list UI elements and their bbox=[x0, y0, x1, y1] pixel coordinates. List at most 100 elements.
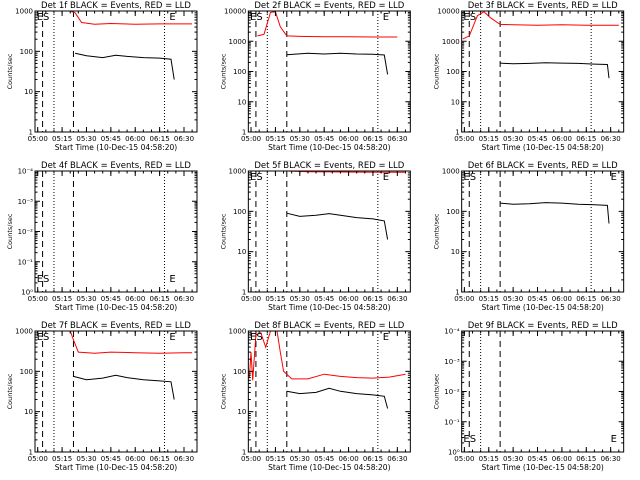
x-tick-label: 06:15 bbox=[576, 455, 596, 463]
x-tick-label: 06:00 bbox=[125, 135, 145, 143]
y-axis-label: Counts/sec bbox=[219, 213, 227, 249]
panel-title: Det 6f BLACK = Events, RED = LLD bbox=[468, 161, 618, 171]
y-axis-label: Counts/sec bbox=[219, 373, 227, 409]
x-tick-label: 05:00 bbox=[454, 455, 474, 463]
x-tick-label: 06:30 bbox=[174, 295, 194, 303]
marker-es: ES bbox=[37, 12, 50, 23]
y-tick-label: 10⁻² bbox=[444, 388, 460, 396]
x-tick-label: 05:15 bbox=[479, 455, 499, 463]
x-axis-label: Start Time (10-Dec-15 04:58:20) bbox=[55, 143, 177, 152]
series-line-black bbox=[286, 52, 389, 75]
series-line-red bbox=[69, 331, 193, 354]
y-tick-label: 1 bbox=[242, 289, 246, 297]
marker-e: E bbox=[383, 12, 389, 23]
y-tick-label: 10 bbox=[451, 248, 460, 256]
y-axis-label: Counts/sec bbox=[6, 373, 14, 409]
x-tick-label: 05:00 bbox=[241, 295, 261, 303]
y-tick-label: 100 bbox=[446, 68, 459, 76]
x-tick-label: 05:00 bbox=[454, 135, 474, 143]
x-tick-label: 06:15 bbox=[363, 295, 383, 303]
y-tick-label: 10 bbox=[24, 408, 33, 416]
y-tick-label: 1000 bbox=[15, 328, 33, 336]
marker-es: ES bbox=[250, 12, 263, 23]
y-tick-label: 10⁰ bbox=[448, 449, 460, 457]
plot-frame bbox=[247, 170, 411, 293]
x-tick-label: 05:30 bbox=[76, 135, 96, 143]
x-axis-label: Start Time (10-Dec-15 04:58:20) bbox=[268, 463, 390, 472]
x-tick-label: 05:45 bbox=[527, 295, 547, 303]
x-tick-label: 06:00 bbox=[338, 135, 358, 143]
y-tick-label: 10 bbox=[237, 98, 246, 106]
x-tick-label: 05:45 bbox=[527, 135, 547, 143]
x-tick-label: 05:45 bbox=[314, 455, 334, 463]
x-tick-label: 06:30 bbox=[174, 135, 194, 143]
x-tick-label: 06:15 bbox=[150, 295, 170, 303]
x-tick-label: 05:15 bbox=[265, 135, 285, 143]
x-tick-label: 06:00 bbox=[552, 295, 572, 303]
x-tick-label: 05:30 bbox=[290, 455, 310, 463]
y-axis-label: Counts/sec bbox=[433, 213, 441, 249]
series-line-red bbox=[248, 331, 406, 381]
x-tick-label: 06:00 bbox=[552, 135, 572, 143]
x-tick-label: 06:15 bbox=[576, 135, 596, 143]
panel-title: Det 5f BLACK = Events, RED = LLD bbox=[254, 161, 404, 171]
x-tick-label: 06:15 bbox=[576, 295, 596, 303]
x-tick-label: 05:00 bbox=[28, 295, 48, 303]
marker-es: ES bbox=[250, 172, 263, 183]
x-tick-label: 06:30 bbox=[601, 295, 621, 303]
y-tick-label: 10⁻³ bbox=[18, 198, 34, 206]
x-axis-label: Start Time (10-Dec-15 04:58:20) bbox=[55, 463, 177, 472]
y-tick-label: 10 bbox=[237, 248, 246, 256]
x-tick-label: 05:45 bbox=[314, 295, 334, 303]
x-tick-label: 05:15 bbox=[52, 455, 72, 463]
x-tick-label: 05:15 bbox=[265, 295, 285, 303]
x-tick-label: 05:00 bbox=[28, 135, 48, 143]
series-line-black bbox=[74, 52, 175, 80]
panel-title: Det 7f BLACK = Events, RED = LLD bbox=[41, 321, 191, 331]
plot-frame bbox=[461, 330, 625, 453]
y-tick-label: 100 bbox=[20, 48, 33, 56]
x-tick-label: 06:00 bbox=[125, 295, 145, 303]
x-axis-label: Start Time (10-Dec-15 04:58:20) bbox=[268, 303, 390, 312]
y-tick-label: 10⁰ bbox=[21, 289, 33, 297]
x-tick-label: 06:30 bbox=[601, 455, 621, 463]
x-tick-label: 06:15 bbox=[363, 135, 383, 143]
x-tick-label: 06:15 bbox=[150, 135, 170, 143]
x-tick-label: 05:15 bbox=[265, 455, 285, 463]
x-tick-label: 05:15 bbox=[479, 295, 499, 303]
y-tick-label: 10⁻¹ bbox=[444, 418, 460, 426]
x-tick-label: 06:00 bbox=[552, 455, 572, 463]
y-tick-label: 1 bbox=[455, 289, 459, 297]
x-axis-label: Start Time (10-Dec-15 04:58:20) bbox=[55, 303, 177, 312]
plot-frame bbox=[34, 10, 198, 133]
y-axis-label: Counts/sec bbox=[219, 53, 227, 89]
y-tick-label: 10⁻² bbox=[18, 228, 34, 236]
y-tick-label: 1 bbox=[29, 129, 33, 137]
x-tick-label: 06:30 bbox=[387, 135, 407, 143]
x-tick-label: 06:15 bbox=[363, 455, 383, 463]
panel-det-4: Det 4f BLACK = Events, RED = LLD ES E 10⁰ 10… bbox=[6, 161, 198, 312]
marker-es: ES bbox=[37, 274, 50, 285]
y-tick-label: 1000 bbox=[442, 168, 460, 176]
plot-frame bbox=[247, 330, 411, 453]
y-tick-label: 1000 bbox=[229, 168, 247, 176]
y-tick-label: 10⁻³ bbox=[444, 358, 460, 366]
y-tick-label: 100 bbox=[233, 368, 246, 376]
plot-frame bbox=[461, 10, 625, 133]
x-axis-label: Start Time (10-Dec-15 04:58:20) bbox=[481, 303, 603, 312]
series-line-red bbox=[286, 171, 406, 173]
y-axis-label: Counts/sec bbox=[433, 53, 441, 89]
series-line-black bbox=[73, 374, 175, 400]
y-axis-label: Counts/sec bbox=[6, 53, 14, 89]
marker-e: E bbox=[611, 172, 617, 183]
panel-title: Det 4f BLACK = Events, RED = LLD bbox=[41, 161, 191, 171]
x-tick-label: 06:30 bbox=[387, 455, 407, 463]
